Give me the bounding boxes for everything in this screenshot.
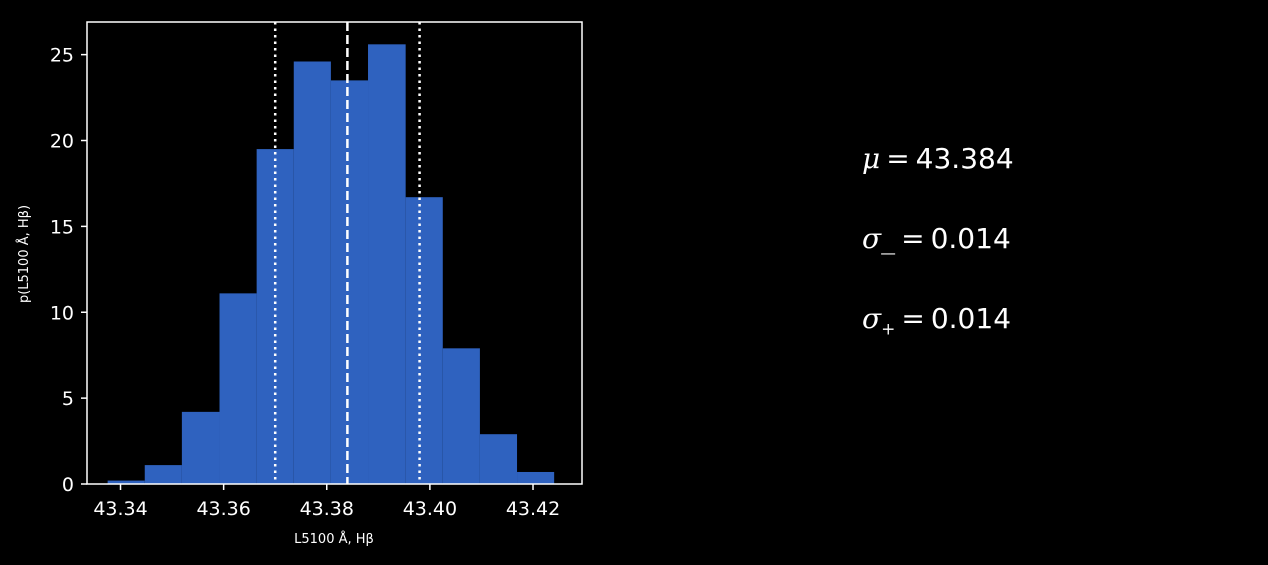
ticks: 43.34 43.36 43.38 43.40 43.42 0 5 10 15 20 25 <box>50 45 560 520</box>
stats-panel: μ = 43.384 σ_ = 0.014 σ+ = 0.014 <box>862 140 1014 380</box>
reference-lines <box>273 22 421 484</box>
stat-sigma-plus: σ+ = 0.014 <box>862 300 1014 380</box>
y-tick-label: 10 <box>50 302 74 324</box>
sigma-plus-value: 0.014 <box>930 302 1012 335</box>
stat-mu: μ = 43.384 <box>862 140 1014 220</box>
sigma-plus-symbol: σ <box>862 302 882 335</box>
histogram-bar <box>293 61 331 484</box>
histogram-bar <box>219 293 257 484</box>
y-tick-label: 25 <box>50 45 74 67</box>
histogram-bar <box>442 348 480 484</box>
histogram-bar <box>517 471 555 484</box>
x-tick-label: 43.42 <box>506 498 560 520</box>
sigma-minus-symbol: σ_ <box>862 222 896 255</box>
y-axis-label: p(L5100 Å, Hβ) <box>16 205 32 303</box>
histogram-bar <box>144 465 182 484</box>
x-tick-label: 43.34 <box>93 498 147 520</box>
sigma-plus-equals: = <box>901 302 925 335</box>
mu-value: 43.384 <box>915 142 1014 175</box>
y-tick-label: 0 <box>62 474 74 496</box>
mu-symbol: μ <box>862 142 881 175</box>
histogram-bar <box>479 434 518 484</box>
y-tick-label: 15 <box>50 216 74 238</box>
sigma-minus-equals: = <box>901 222 925 255</box>
y-tick-label: 20 <box>50 131 74 153</box>
y-tick-label: 5 <box>62 388 74 410</box>
axes <box>86 21 583 485</box>
stat-sigma-minus: σ_ = 0.014 <box>862 220 1014 300</box>
x-axis-label: L5100 Å, Hβ <box>294 531 374 547</box>
x-tick-label: 43.36 <box>196 498 250 520</box>
histogram-bar <box>181 411 220 484</box>
sigma-minus-value: 0.014 <box>930 222 1011 255</box>
histogram-bars <box>107 44 555 485</box>
sigma-plus-subscript: + <box>881 319 896 340</box>
mu-equals: = <box>886 142 910 175</box>
x-tick-label: 43.38 <box>300 498 354 520</box>
histogram-bar <box>368 44 406 484</box>
x-tick-label: 43.40 <box>403 498 457 520</box>
histogram-bar <box>107 480 145 484</box>
plot-frame <box>86 21 583 485</box>
histogram-bar <box>330 80 369 485</box>
histogram-bar <box>405 197 443 484</box>
